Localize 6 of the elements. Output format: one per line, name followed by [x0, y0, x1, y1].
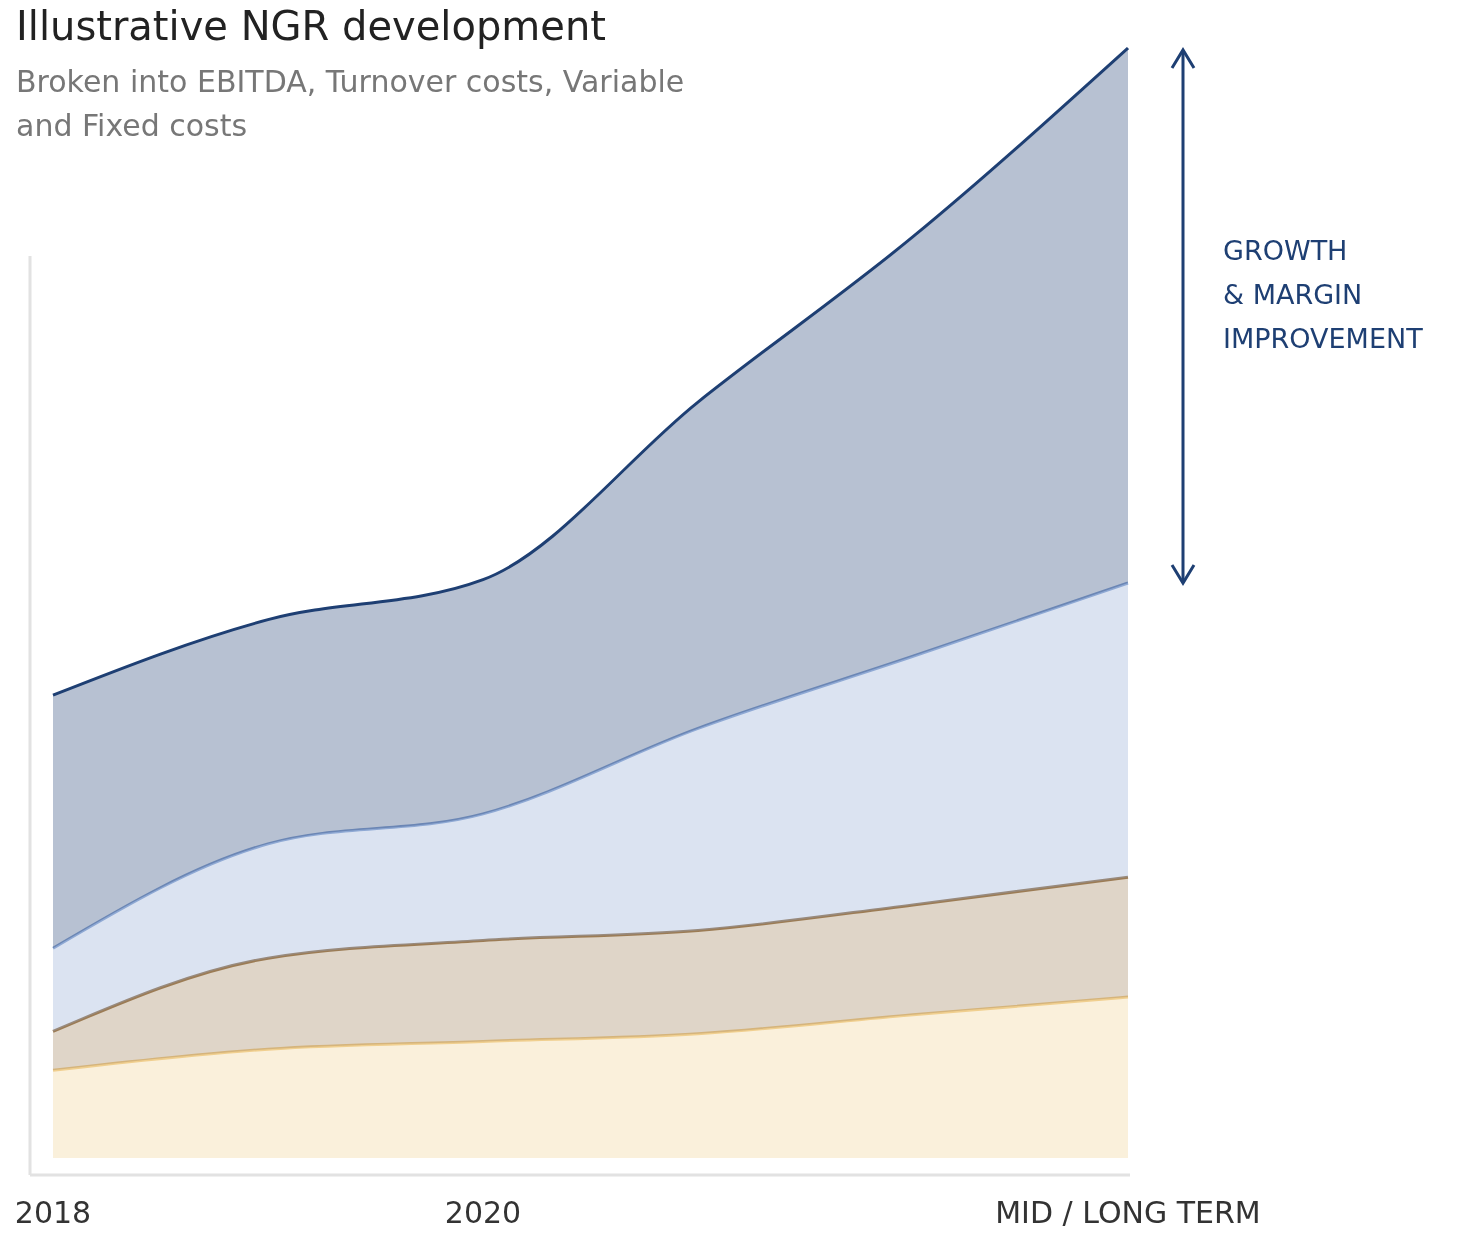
x-tick-label: 2018: [14, 1195, 92, 1230]
x-tick-label: 2020: [444, 1195, 522, 1230]
chart-title: Illustrative NGR development: [16, 3, 606, 49]
annotation: GROWTH & MARGIN IMPROVEMENT: [1223, 235, 1424, 354]
text: Broken into EBITDA, Turnover costs, Variable and Fixed costs: [16, 64, 685, 143]
x-tick-label: MID / LONG TERM: [995, 1195, 1261, 1230]
